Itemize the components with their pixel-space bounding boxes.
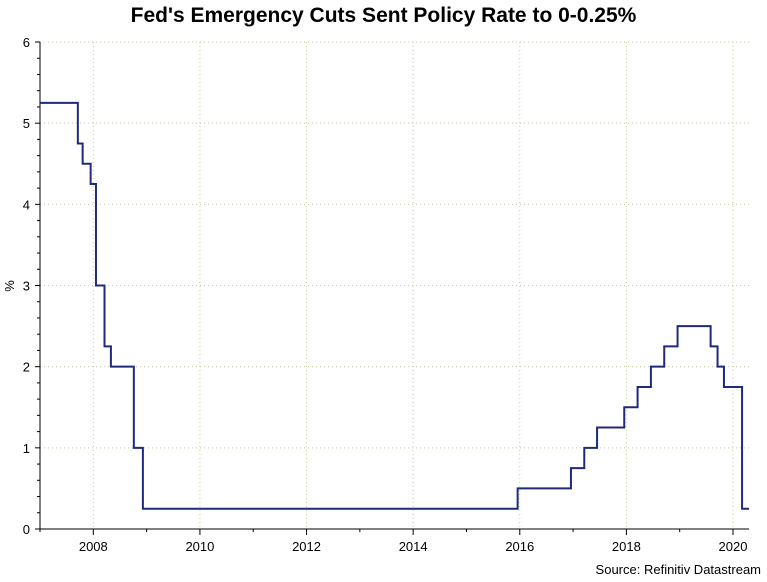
y-tick-label: 4 <box>23 197 30 212</box>
y-axis-label: % <box>2 280 17 292</box>
y-tick-label: 6 <box>23 35 30 50</box>
x-tick-label: 2008 <box>79 539 108 554</box>
tick-labels: 0 1 2 3 4 5 6 2008 2010 2012 2014 2016 2018 2020 <box>23 35 748 554</box>
x-tick-label: 2014 <box>399 539 428 554</box>
x-tick-label: 2020 <box>719 539 748 554</box>
y-tick-label: 0 <box>23 522 30 537</box>
y-tick-label: 1 <box>23 441 30 456</box>
y-tick-label: 2 <box>23 360 30 375</box>
y-tick-label: 5 <box>23 116 30 131</box>
axes <box>35 41 749 535</box>
y-tick-label: 3 <box>23 279 30 294</box>
source-note: Source: Refinitiv Datastream <box>595 562 761 577</box>
grid-lines <box>40 41 749 529</box>
series-layer <box>40 101 749 510</box>
x-tick-label: 2010 <box>185 539 214 554</box>
chart-title: Fed's Emergency Cuts Sent Policy Rate to… <box>130 4 637 27</box>
x-tick-label: 2016 <box>505 539 534 554</box>
x-tick-label: 2018 <box>612 539 641 554</box>
x-tick-label: 2012 <box>292 539 321 554</box>
series-line <box>40 101 749 510</box>
